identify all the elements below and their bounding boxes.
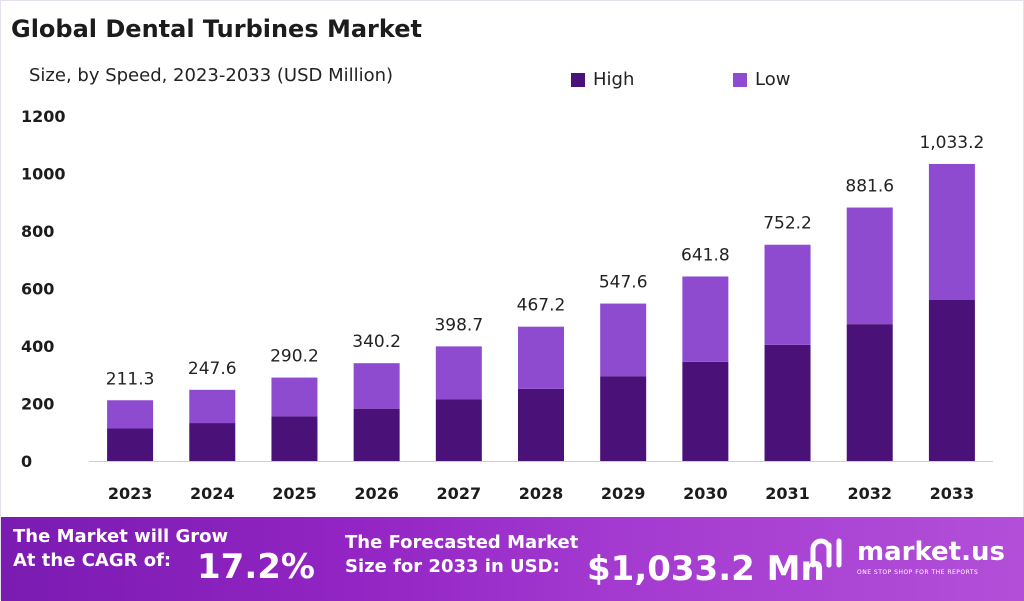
bar-high-2024	[189, 423, 236, 461]
data-label-total: 290.2	[270, 347, 319, 367]
brand-name: market.us	[857, 537, 1005, 567]
legend-swatch-high	[571, 72, 585, 87]
data-label-total: 340.2	[352, 332, 401, 352]
x-tick-label: 2027	[437, 484, 482, 503]
bar-high-2029	[600, 376, 647, 461]
x-tick-label: 2030	[683, 484, 728, 503]
bar-high-2032	[846, 324, 893, 461]
footer-banner: The Market will Grow At the CAGR of: 17.…	[1, 517, 1024, 601]
x-tick-label: 2023	[108, 484, 153, 503]
data-label-total: 752.2	[763, 214, 812, 234]
bar-high-2033	[928, 300, 975, 461]
y-tick-label: 1200	[21, 107, 66, 126]
bar-chart: 0 200 400 600 800 1000 1200 211.3 2023 247.6 2024 2…	[21, 107, 993, 503]
bar-high-2027	[435, 399, 482, 461]
legend-item-high: High	[571, 69, 634, 90]
bar-high-2031	[764, 344, 811, 461]
bar-high-2025	[271, 416, 318, 461]
bar-high-2030	[682, 361, 729, 461]
x-tick-label: 2025	[272, 484, 317, 503]
legend-swatch-low	[733, 72, 747, 87]
x-tick-label: 2029	[601, 484, 646, 503]
y-tick-label: 800	[21, 222, 54, 241]
data-label-total: 547.6	[599, 273, 648, 293]
x-tick-label: 2031	[765, 484, 810, 503]
legend-label-high: High	[593, 69, 635, 90]
cagr-text: The Market will Grow At the CAGR of:	[13, 526, 229, 571]
y-tick-label: 400	[21, 337, 54, 356]
data-label-total: 881.6	[845, 177, 894, 197]
bar-low-2025	[271, 377, 318, 417]
bar-low-2031	[764, 244, 811, 345]
data-label-total: 247.6	[188, 359, 237, 379]
forecast-text: The Forecasted Market Size for 2033 in U…	[345, 532, 579, 577]
chart-title: Global Dental Turbines Market	[11, 15, 422, 43]
data-label-total: 467.2	[517, 296, 566, 316]
bar-low-2029	[600, 303, 647, 377]
legend-item-low: Low	[733, 69, 790, 90]
bar-low-2024	[189, 389, 236, 424]
bar-low-2028	[518, 326, 564, 389]
x-tick-label: 2026	[354, 484, 399, 503]
chart-subtitle: Size, by Speed, 2023-2033 (USD Million)	[29, 65, 394, 86]
data-label-total: 641.8	[681, 245, 730, 265]
bar-high-2026	[353, 408, 400, 461]
bar-low-2026	[353, 363, 400, 409]
bar-high-2023	[107, 428, 154, 461]
y-tick-label: 1000	[21, 165, 66, 184]
brand-tagline: ONE STOP SHOP FOR THE REPORTS	[857, 569, 979, 576]
data-label-total: 1,033.2	[919, 133, 984, 153]
market-us-logo-icon	[810, 538, 842, 568]
x-tick-label: 2033	[930, 484, 975, 503]
brand-logo: market.us ONE STOP SHOP FOR THE REPORTS	[809, 535, 1005, 576]
bar-low-2030	[682, 276, 729, 362]
y-tick-label: 200	[21, 395, 54, 414]
bar-low-2023	[107, 400, 154, 429]
bar-low-2032	[846, 207, 893, 325]
forecast-value: $1,033.2 Mn	[587, 549, 825, 589]
legend-label-low: Low	[755, 69, 791, 90]
bar-high-2028	[518, 388, 564, 461]
x-tick-label: 2024	[190, 484, 235, 503]
bar-low-2027	[435, 346, 482, 400]
data-label-total: 398.7	[434, 315, 483, 335]
y-tick-label: 0	[21, 452, 32, 471]
cagr-value: 17.2%	[197, 547, 315, 587]
x-tick-label: 2032	[847, 484, 892, 503]
y-tick-label: 600	[21, 280, 54, 299]
data-label-total: 211.3	[106, 369, 155, 389]
bar-low-2033	[928, 163, 975, 300]
x-tick-label: 2028	[519, 484, 564, 503]
